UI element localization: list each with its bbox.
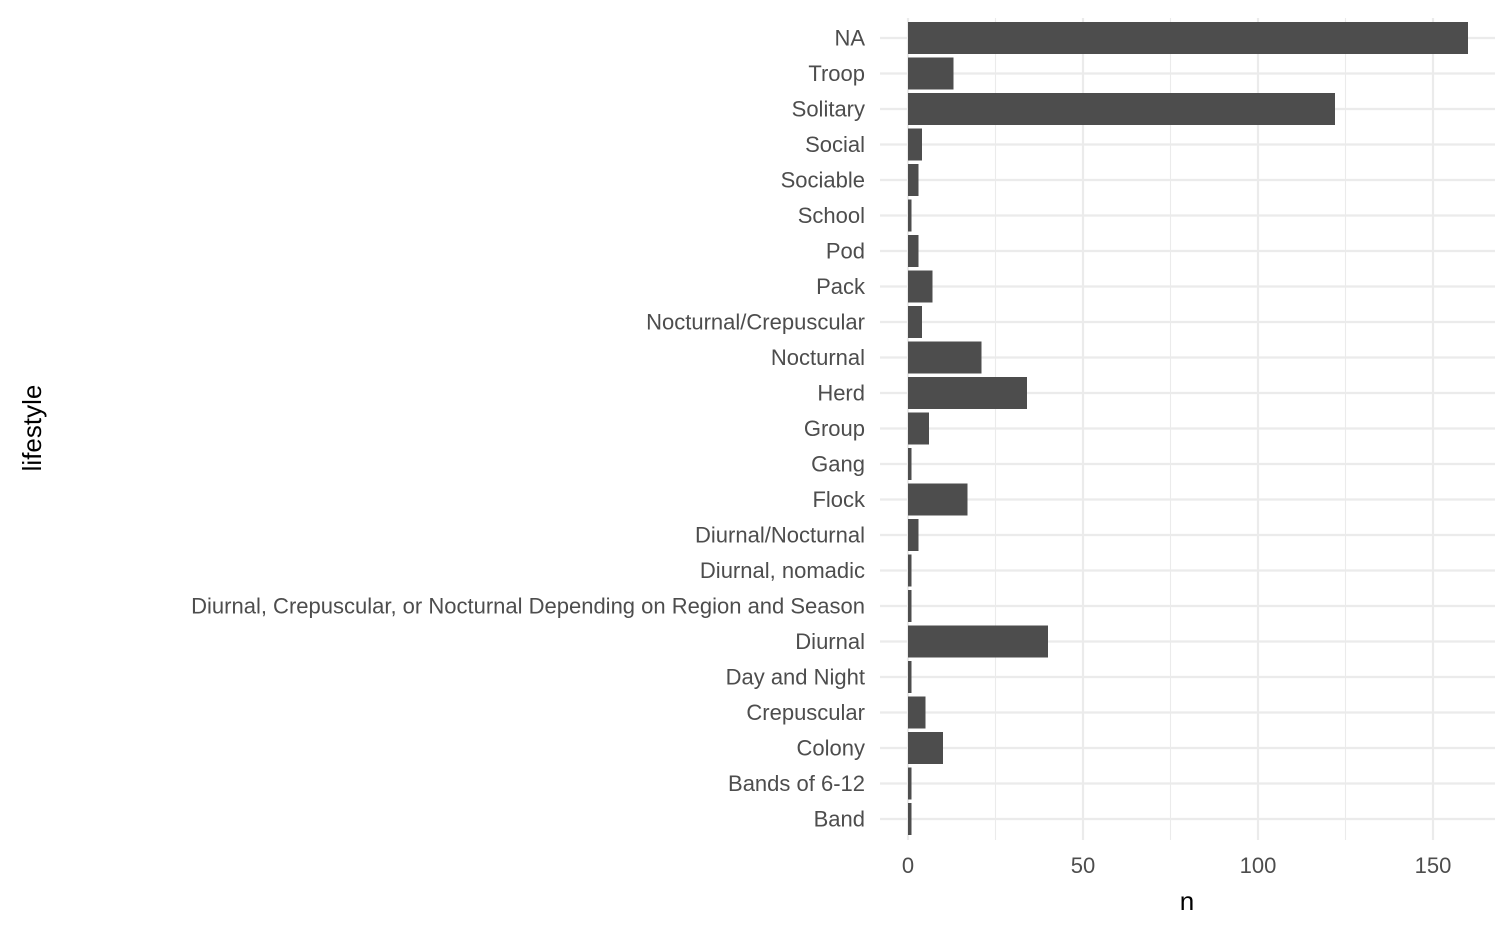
bar xyxy=(908,22,1468,54)
y-tick-label: Gang xyxy=(811,452,865,477)
bar xyxy=(908,412,929,445)
y-tick-label: Crepuscular xyxy=(746,700,865,725)
y-tick-label: Social xyxy=(805,132,865,157)
x-tick-label: 0 xyxy=(902,853,914,878)
bar xyxy=(908,554,912,587)
y-tick-label: Nocturnal/Crepuscular xyxy=(646,310,865,335)
y-tick-label: Colony xyxy=(797,736,865,761)
y-tick-label: Pod xyxy=(826,239,865,264)
x-tick-label: 50 xyxy=(1071,853,1095,878)
y-tick-label: Bands of 6-12 xyxy=(728,771,865,796)
y-tick-label: Sociable xyxy=(781,168,865,193)
grid-lines xyxy=(880,18,1495,840)
y-tick-label: Pack xyxy=(816,274,866,299)
y-tick-label: School xyxy=(798,203,865,228)
x-tick-label: 100 xyxy=(1240,853,1277,878)
bar xyxy=(908,732,943,764)
y-tick-label: Diurnal, Crepuscular, or Nocturnal Depen… xyxy=(191,594,865,619)
x-tick-label: 150 xyxy=(1415,853,1452,878)
bar xyxy=(908,164,919,196)
bars xyxy=(908,22,1468,835)
bar xyxy=(908,128,922,161)
bar xyxy=(908,235,919,267)
x-tick-labels: 0 50 100 150 xyxy=(902,853,1451,878)
bar xyxy=(908,199,912,232)
bar xyxy=(908,93,1335,125)
bar xyxy=(908,270,933,303)
bar xyxy=(908,483,968,516)
y-axis-title: lifestyle xyxy=(17,385,47,472)
bar xyxy=(908,696,926,729)
bar xyxy=(908,767,912,800)
y-tick-label: Day and Night xyxy=(726,665,865,690)
y-tick-label: Diurnal/Nocturnal xyxy=(695,523,865,548)
y-tick-label: Solitary xyxy=(792,97,865,122)
bar xyxy=(908,306,922,338)
y-tick-label: Band xyxy=(814,807,865,832)
y-tick-labels: NA Troop Solitary Social Sociable School Pod Pa… xyxy=(191,26,866,832)
bar xyxy=(908,57,954,90)
bar xyxy=(908,590,912,622)
bar xyxy=(908,661,912,693)
y-tick-label: Diurnal, nomadic xyxy=(700,558,865,583)
y-tick-label: Group xyxy=(804,416,865,441)
bar xyxy=(908,377,1027,409)
bar xyxy=(908,803,912,835)
bar xyxy=(908,448,912,480)
bar xyxy=(908,341,982,374)
y-tick-label: Nocturnal xyxy=(771,345,865,370)
x-axis-title: n xyxy=(1180,886,1194,916)
y-tick-label: Diurnal xyxy=(795,629,865,654)
bar xyxy=(908,625,1048,658)
y-tick-label: Flock xyxy=(812,487,866,512)
y-tick-label: Troop xyxy=(808,61,865,86)
bar xyxy=(908,519,919,551)
y-tick-label: NA xyxy=(834,26,865,51)
y-tick-label: Herd xyxy=(817,381,865,406)
